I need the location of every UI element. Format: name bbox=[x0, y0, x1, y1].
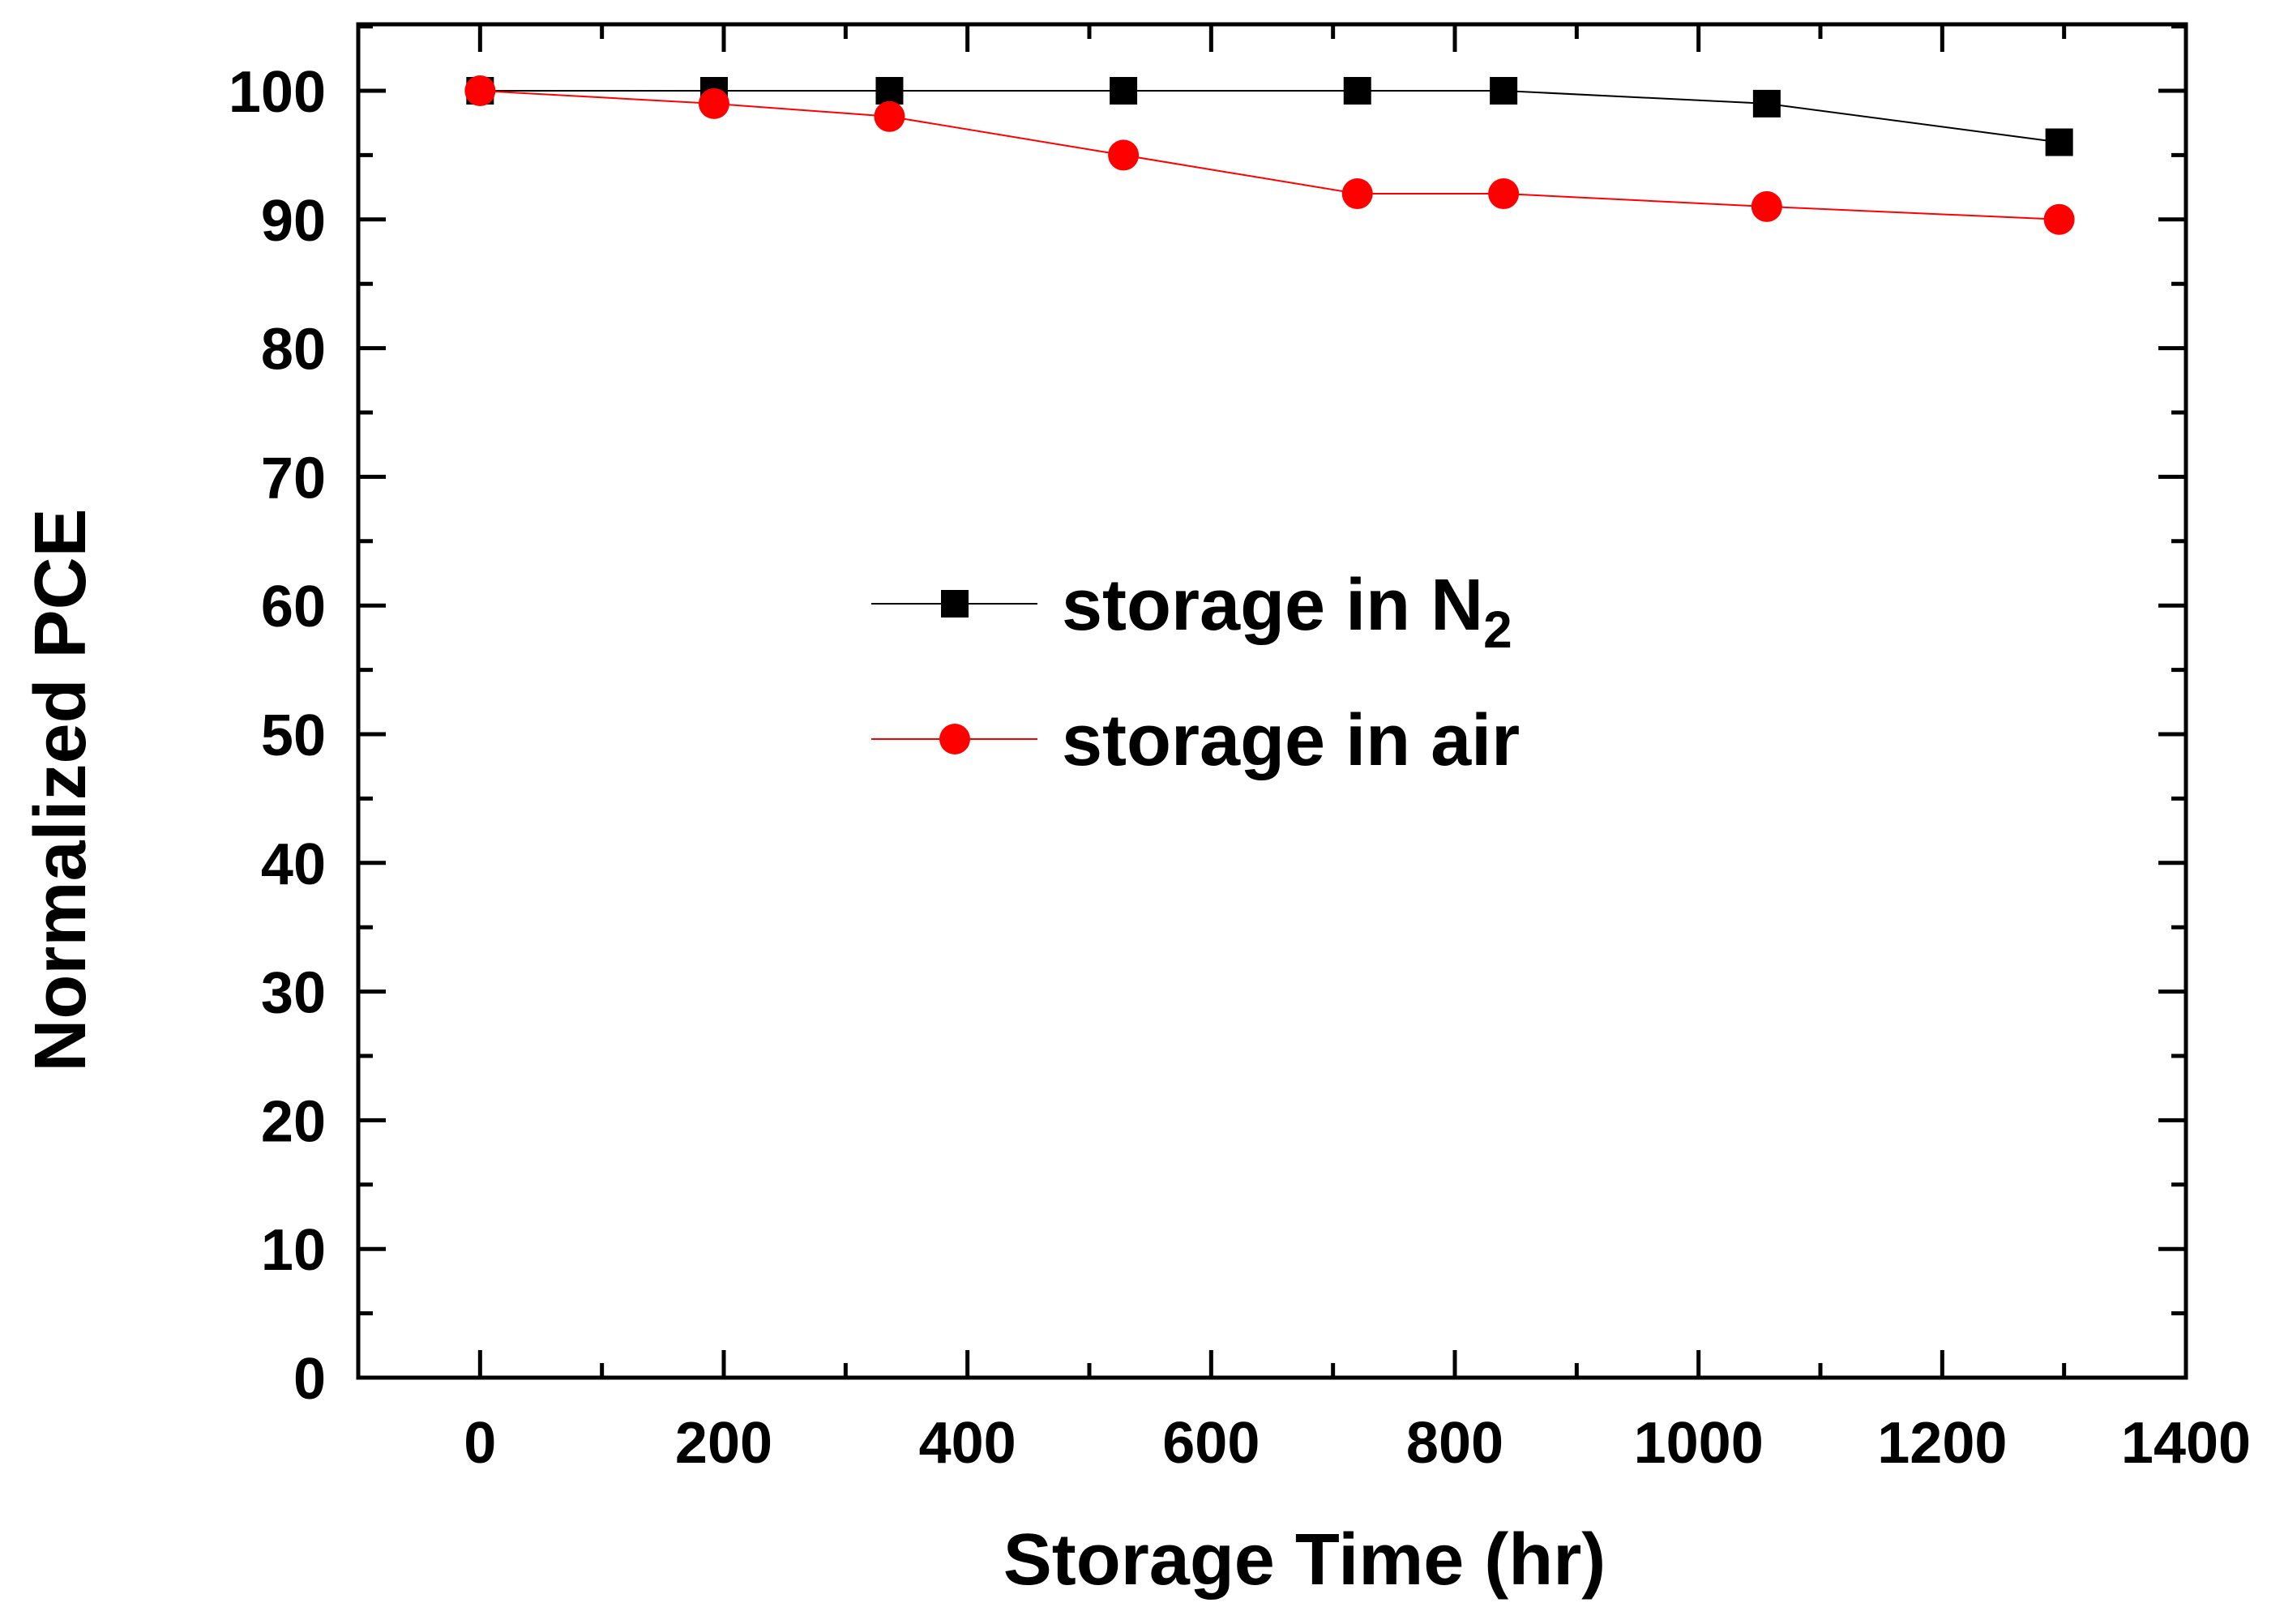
y-axis-title: Normalized PCE bbox=[20, 508, 101, 1071]
x-axis-title: Storage Time (hr) bbox=[1003, 1519, 1606, 1600]
legend-label-n2: storage in N2 bbox=[1062, 565, 1512, 659]
x-tick-label: 1400 bbox=[2121, 1411, 2251, 1476]
plot-frame bbox=[356, 22, 2188, 1380]
legend-label-n2-subscript: 2 bbox=[1483, 600, 1512, 659]
series-air bbox=[464, 75, 2075, 235]
y-tick-label: 0 bbox=[293, 1347, 326, 1412]
legend-entry-n2: storage in N2 bbox=[871, 565, 1512, 659]
y-tick-label: 80 bbox=[261, 318, 326, 382]
y-tick-label: 10 bbox=[261, 1218, 326, 1283]
y-tick-labels: 0 10 20 30 40 50 60 70 80 90 100 bbox=[229, 60, 326, 1412]
data-point-circle bbox=[2043, 203, 2075, 235]
y-tick-label: 70 bbox=[261, 446, 326, 511]
y-tick-label: 100 bbox=[229, 60, 326, 125]
data-point-circle bbox=[1751, 190, 1782, 222]
data-point-circle bbox=[464, 75, 496, 106]
data-point-square bbox=[1490, 77, 1518, 105]
x-tick-label: 1200 bbox=[1877, 1411, 2007, 1476]
data-point-square bbox=[2045, 128, 2073, 156]
data-point-square bbox=[1110, 77, 1138, 105]
data-point-circle bbox=[1341, 178, 1373, 210]
legend-marker-circle bbox=[939, 724, 970, 754]
x-tick-label: 200 bbox=[675, 1411, 772, 1476]
x-tick-label: 1000 bbox=[1634, 1411, 1764, 1476]
legend-label-air: storage in air bbox=[1062, 700, 1520, 781]
y-tick-label: 20 bbox=[261, 1089, 326, 1154]
y-tick-label: 50 bbox=[261, 703, 326, 768]
data-point-square bbox=[875, 77, 904, 105]
data-point-square bbox=[1752, 89, 1781, 118]
x-tick-labels: 0 200 400 600 800 1000 1200 1400 bbox=[464, 1411, 2251, 1476]
data-point-circle bbox=[874, 100, 905, 132]
series-line bbox=[480, 90, 2059, 143]
legend-entry-air: storage in air bbox=[871, 700, 1520, 781]
data-point-circle bbox=[698, 88, 729, 119]
axis-ticks bbox=[356, 24, 2188, 1380]
x-tick-label: 800 bbox=[1406, 1411, 1503, 1476]
legend-marker-square bbox=[941, 590, 969, 618]
y-tick-label: 30 bbox=[261, 961, 326, 1026]
y-tick-label: 90 bbox=[261, 189, 326, 254]
series-layer bbox=[464, 75, 2075, 235]
y-tick-label: 40 bbox=[261, 832, 326, 897]
x-tick-label: 400 bbox=[919, 1411, 1016, 1476]
series-line bbox=[480, 90, 2059, 220]
data-point-square bbox=[1343, 77, 1371, 105]
legend: storage in N2 storage in air bbox=[871, 565, 1520, 781]
series-n2 bbox=[466, 77, 2073, 156]
x-tick-label: 0 bbox=[464, 1411, 496, 1476]
y-tick-label: 60 bbox=[261, 575, 326, 639]
legend-label-n2-main: storage in N bbox=[1062, 565, 1483, 646]
data-point-circle bbox=[1108, 139, 1140, 171]
data-point-circle bbox=[1488, 178, 1520, 210]
x-tick-label: 600 bbox=[1162, 1411, 1260, 1476]
